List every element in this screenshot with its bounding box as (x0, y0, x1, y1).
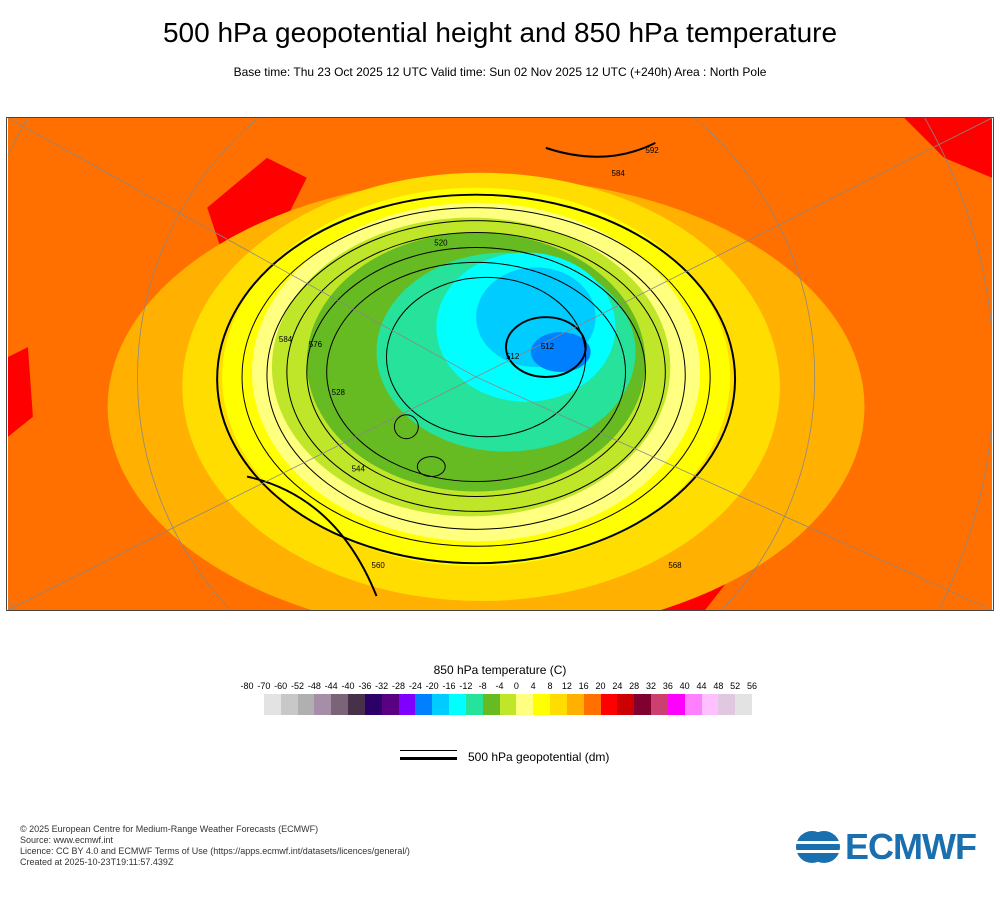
contour-labels: 592 584 576 584 520 512 512 528 544 560 … (279, 146, 682, 570)
colorbar-tick-label: -24 (408, 681, 422, 691)
ecmwf-logo-text: ECMWF (845, 826, 977, 867)
colorbar-swatch (583, 694, 601, 715)
colorbar-swatch (398, 694, 416, 715)
colorbar-tick-label: -52 (290, 681, 305, 691)
contour-label: 568 (668, 561, 682, 570)
colorbar-tick-label: -80 (240, 681, 254, 691)
contour-label: 512 (506, 352, 520, 361)
colorbar-swatch (516, 694, 534, 715)
colorbar-tick-label: 4 (530, 681, 536, 691)
colorbar-tick-label: -4 (495, 681, 504, 691)
colorbar-tick-label: -60 (274, 681, 288, 691)
colorbar-tick-label: 52 (730, 681, 741, 691)
colorbar-swatch (566, 694, 584, 715)
colorbar-swatch (684, 694, 702, 715)
source: Source: www.ecmwf.int (20, 835, 114, 845)
colorbar-tick-label: 28 (629, 681, 640, 691)
colorbar-tick-label: -40 (341, 681, 355, 691)
colorbar-swatch (550, 694, 567, 715)
ecmwf-logo-icon (795, 831, 841, 863)
colorbar-swatch (735, 694, 753, 715)
colorbar-tick-label: 56 (746, 681, 758, 691)
colorbar-swatch (465, 694, 483, 715)
colorbar-swatch (432, 694, 450, 715)
colorbar-tick-label: 44 (696, 681, 707, 691)
colorbar-swatch (499, 694, 517, 715)
colorbar-swatch (314, 694, 332, 715)
colorbar-tick-label: -28 (391, 681, 406, 691)
contour-label: 528 (332, 388, 346, 397)
created-at: Created at 2025-10-23T19:11:57.439Z (20, 857, 174, 867)
colorbar-tick-label: -12 (459, 681, 473, 691)
colorbar-swatch (381, 694, 399, 715)
colorbar-swatch (364, 694, 382, 715)
temp-band-m24 (530, 332, 591, 372)
colorbar-tick-label: 16 (578, 681, 589, 691)
colorbar-swatch (651, 694, 668, 715)
colorbar-swatch (617, 694, 635, 715)
colorbar-swatch (331, 694, 349, 715)
contour-label: 592 (645, 146, 659, 155)
colorbar-swatch (718, 694, 736, 715)
colorbar-tick-label: 0 (513, 681, 519, 691)
ecmwf-logo: ECMWF (795, 826, 977, 868)
colorbar-swatch (348, 694, 365, 715)
colorbar-tick-label: 32 (645, 681, 657, 691)
copyright: © 2025 European Centre for Medium-Range … (20, 824, 319, 834)
chart-title: 500 hPa geopotential height and 850 hPa … (162, 17, 838, 48)
footer: © 2025 European Centre for Medium-Range … (20, 824, 410, 868)
licence: Licence: CC BY 4.0 and ECMWF Terms of Us… (20, 846, 410, 856)
colorbar-tick-label: 36 (662, 681, 673, 691)
colorbar-swatch (701, 694, 719, 715)
colorbar-swatch (449, 694, 466, 715)
colorbar-tick-label: -20 (425, 681, 439, 691)
colorbar-tick-label: 20 (595, 681, 606, 691)
chart-subtitle: Base time: Thu 23 Oct 2025 12 UTC Valid … (233, 65, 767, 79)
contour-label: 576 (309, 340, 323, 349)
colorbar-tick-label: -32 (375, 681, 389, 691)
colorbar-tick-label: 24 (612, 681, 623, 691)
contour-label: 584 (279, 335, 293, 344)
map-plot: 592 584 576 584 520 512 512 528 544 560 … (6, 117, 994, 611)
colorbar-swatch (280, 694, 298, 715)
colorbar-swatch (533, 694, 551, 715)
colorbar-swatch (600, 694, 618, 715)
colorbar-swatch (297, 694, 315, 715)
contour-label: 512 (541, 342, 555, 351)
contour-label: 520 (434, 238, 448, 247)
colorbar-tick-label: -36 (358, 681, 372, 691)
contour-legend-swatch (400, 750, 457, 766)
colorbar-tick-label: -16 (442, 681, 456, 691)
colorbar-swatch (634, 694, 652, 715)
colorbar (264, 694, 753, 715)
colorbar-tick-label: 48 (713, 681, 724, 691)
colorbar-tick-label: -8 (478, 681, 487, 691)
colorbar-tick-label: -70 (257, 681, 271, 691)
colorbar-tick-label: 40 (679, 681, 690, 691)
contour-label: 544 (352, 465, 366, 474)
colorbar-tick-label: 12 (561, 681, 572, 691)
colorbar-tick-label: 8 (547, 681, 553, 691)
colorbar-swatch (482, 694, 500, 715)
colorbar-tick-label: -44 (324, 681, 338, 691)
graticule (7, 118, 992, 610)
colorbar-swatch (264, 694, 281, 715)
colorbar-swatch (667, 694, 685, 715)
contour-label: 560 (372, 561, 386, 570)
colorbar-swatch (415, 694, 433, 715)
colorbar-tick-labels: -80 -70 -60 -52 -48 -44 -40 -36 -32 -28 -24 -20 -16-… (0, 681, 1000, 693)
geopotential-contours (216, 142, 737, 597)
colorbar-title: 850 hPa temperature (C) (433, 663, 567, 677)
contour-label: 584 (612, 169, 626, 178)
contour-legend-label: 500 hPa geopotential (dm) (468, 750, 610, 764)
colorbar-tick-label: -48 (307, 681, 321, 691)
